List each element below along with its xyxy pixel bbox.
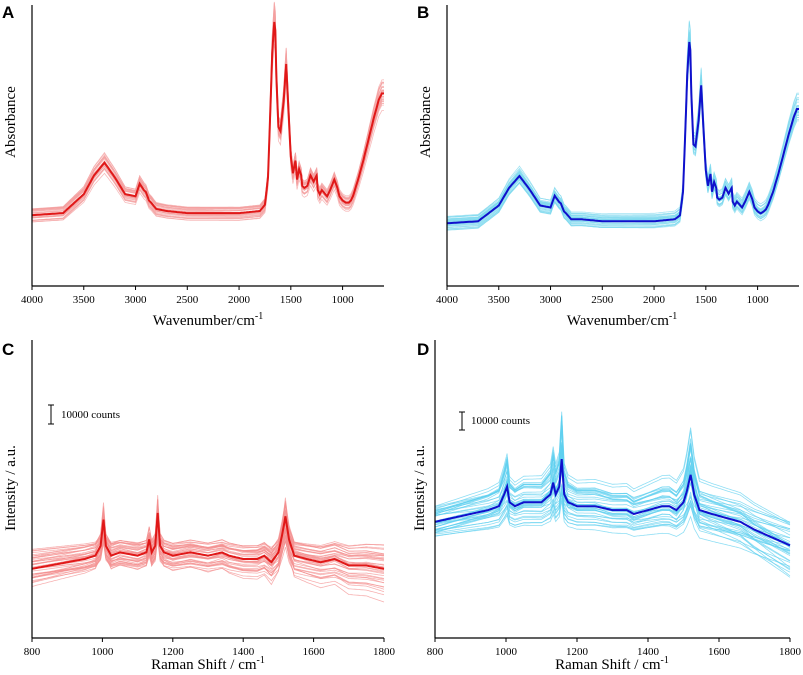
x-tick-label: 1800 [373, 646, 396, 658]
x-tick-label: 3000 [125, 294, 148, 306]
replicate-line [434, 489, 791, 552]
replicate-line [31, 43, 384, 223]
replicate-line [31, 518, 385, 560]
x-axis-label-sup-c: -1 [257, 655, 265, 666]
x-tick-label: 1200 [566, 646, 589, 658]
y-axis-label-d: Intensity / a.u. [412, 445, 428, 531]
x-tick-label: 1000 [747, 294, 770, 306]
x-ticks-b: 4000 3500 3000 2500 2000 1500 1000 [436, 286, 769, 306]
replicate-line [434, 411, 791, 523]
x-tick-label: 1200 [162, 646, 185, 658]
replicate-line [31, 6, 384, 210]
x-tick-label: 1600 [708, 646, 731, 658]
x-axis-label-sup-a: -1 [255, 311, 263, 322]
x-tick-label: 1400 [232, 646, 255, 658]
replicate-line [31, 495, 385, 571]
x-axis-label-text-a: Wavenumber/cm [153, 313, 255, 329]
replicate-line [31, 1, 385, 210]
y-axis-label-c: Intensity / a.u. [3, 445, 19, 531]
x-tick-label: 2500 [176, 294, 199, 306]
x-tick-label: 1500 [695, 294, 718, 306]
replicate-line [31, 521, 385, 559]
mean-spectrum-a [31, 21, 384, 217]
x-tick-label: 2000 [643, 294, 666, 306]
mean-line [446, 41, 799, 225]
replicate-line [446, 49, 800, 231]
mean-line [434, 459, 791, 547]
x-axis-label-c: Raman Shift / cm-1 [151, 655, 265, 673]
y-axis-label-b: Absorbance [418, 86, 434, 158]
replicate-line [31, 23, 384, 210]
replicate-line [434, 487, 791, 563]
mean-line [31, 21, 384, 217]
x-axis-label-text-b: Wavenumber/cm [567, 313, 669, 329]
mean-line [31, 512, 385, 570]
replicate-line [434, 445, 791, 562]
x-tick-label: 1000 [91, 646, 114, 658]
mean-spectrum-d [434, 459, 791, 547]
panel-d: D 800 1000 1200 1400 1600 1800 10000 counts I… [412, 340, 802, 673]
x-tick-label: 1500 [280, 294, 303, 306]
x-tick-label: 3000 [540, 294, 563, 306]
panel-letter-d: D [417, 340, 429, 359]
replicate-line [434, 493, 791, 551]
x-axis-label-text-d: Raman Shift / cm [555, 657, 661, 673]
x-axis-label-text-c: Raman Shift / cm [151, 657, 257, 673]
mean-spectrum-b [446, 41, 799, 225]
replicate-line [446, 20, 799, 218]
x-tick-label: 1600 [303, 646, 326, 658]
x-axis-label-d: Raman Shift / cm-1 [555, 655, 669, 673]
x-tick-label: 3500 [488, 294, 511, 306]
x-tick-label: 1000 [495, 646, 518, 658]
replicate-line [31, 530, 384, 570]
x-tick-label: 4000 [436, 294, 459, 306]
panel-a: A 4000 3500 3000 2500 2000 1500 1000 Absorbanc… [2, 1, 385, 329]
scale-bar-d: 10000 counts [459, 411, 530, 431]
x-tick-label: 1400 [637, 646, 660, 658]
panel-c: C 800 1000 1200 1400 1600 1800 10000 counts I… [2, 340, 396, 673]
replicate-line [434, 421, 791, 546]
replicate-line [31, 506, 385, 593]
panel-b: B 4000 3500 3000 2500 2000 1500 1000 Absorbanc… [417, 3, 800, 329]
x-tick-label: 800 [427, 646, 444, 658]
panel-letter-b: B [417, 3, 429, 22]
x-ticks-a: 4000 3500 3000 2500 2000 1500 1000 [21, 286, 354, 306]
x-tick-label: 3500 [73, 294, 96, 306]
panel-letter-c: C [2, 340, 14, 359]
replicate-line [434, 464, 791, 531]
panel-letter-a: A [2, 3, 14, 22]
replicate-line [434, 500, 791, 567]
x-axis-label-b: Wavenumber/cm-1 [567, 311, 677, 329]
x-axis-label-a: Wavenumber/cm-1 [153, 311, 263, 329]
x-tick-label: 4000 [21, 294, 44, 306]
x-tick-label: 1000 [332, 294, 355, 306]
replicate-line [434, 415, 791, 525]
scale-bar-label-c: 10000 counts [61, 409, 120, 421]
x-axis-label-sup-b: -1 [669, 311, 677, 322]
x-axis-label-sup-d: -1 [661, 655, 669, 666]
scale-bar-label-d: 10000 counts [471, 415, 530, 427]
replicate-spectra-d [434, 411, 791, 578]
x-tick-label: 800 [24, 646, 41, 658]
replicate-line [31, 510, 385, 603]
replicate-line [31, 531, 385, 584]
replicate-line [446, 31, 799, 217]
x-tick-label: 2500 [591, 294, 614, 306]
mean-spectrum-c [31, 512, 385, 570]
x-ticks-c: 800 1000 1200 1400 1600 1800 [24, 638, 396, 658]
x-tick-label: 1800 [779, 646, 802, 658]
y-axis-label-a: Absorbance [3, 86, 19, 158]
replicate-line [31, 509, 385, 584]
x-tick-label: 2000 [228, 294, 251, 306]
scale-bar-c: 10000 counts [48, 404, 120, 425]
x-ticks-d: 800 1000 1200 1400 1600 1800 [427, 638, 802, 658]
replicate-spectra-c [31, 495, 385, 603]
replicate-line [434, 420, 791, 548]
